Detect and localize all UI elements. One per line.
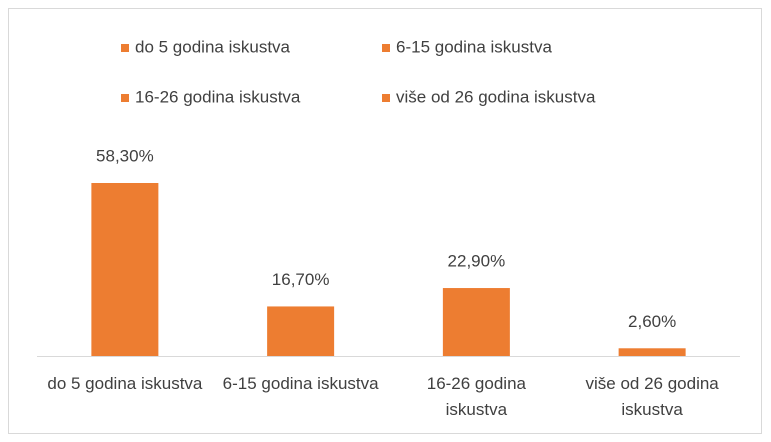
- x-tick-label: 6-15 godina iskustva: [223, 374, 379, 393]
- x-tick-label: do 5 godina iskustva: [47, 374, 203, 393]
- legend-label: više od 26 godina iskustva: [396, 87, 596, 106]
- bar: [91, 183, 159, 356]
- legend-marker: [382, 94, 390, 102]
- legend-marker: [382, 44, 390, 52]
- data-label: 58,30%: [96, 146, 154, 165]
- data-label: 16,70%: [272, 270, 330, 289]
- x-tick-label: 16-26 godina iskustva: [427, 374, 527, 419]
- bar: [618, 348, 686, 356]
- legend-label: do 5 godina iskustva: [135, 37, 291, 56]
- data-label: 22,90%: [448, 252, 506, 271]
- legend-label: 16-26 godina iskustva: [135, 87, 301, 106]
- legend-marker: [121, 44, 129, 52]
- bar: [442, 288, 510, 356]
- legend-marker: [121, 94, 129, 102]
- bar: [267, 306, 335, 356]
- legend-label: 6-15 godina iskustva: [396, 37, 552, 56]
- data-label: 2,60%: [628, 312, 676, 331]
- x-tick-label: više od 26 godina iskustva: [585, 374, 719, 419]
